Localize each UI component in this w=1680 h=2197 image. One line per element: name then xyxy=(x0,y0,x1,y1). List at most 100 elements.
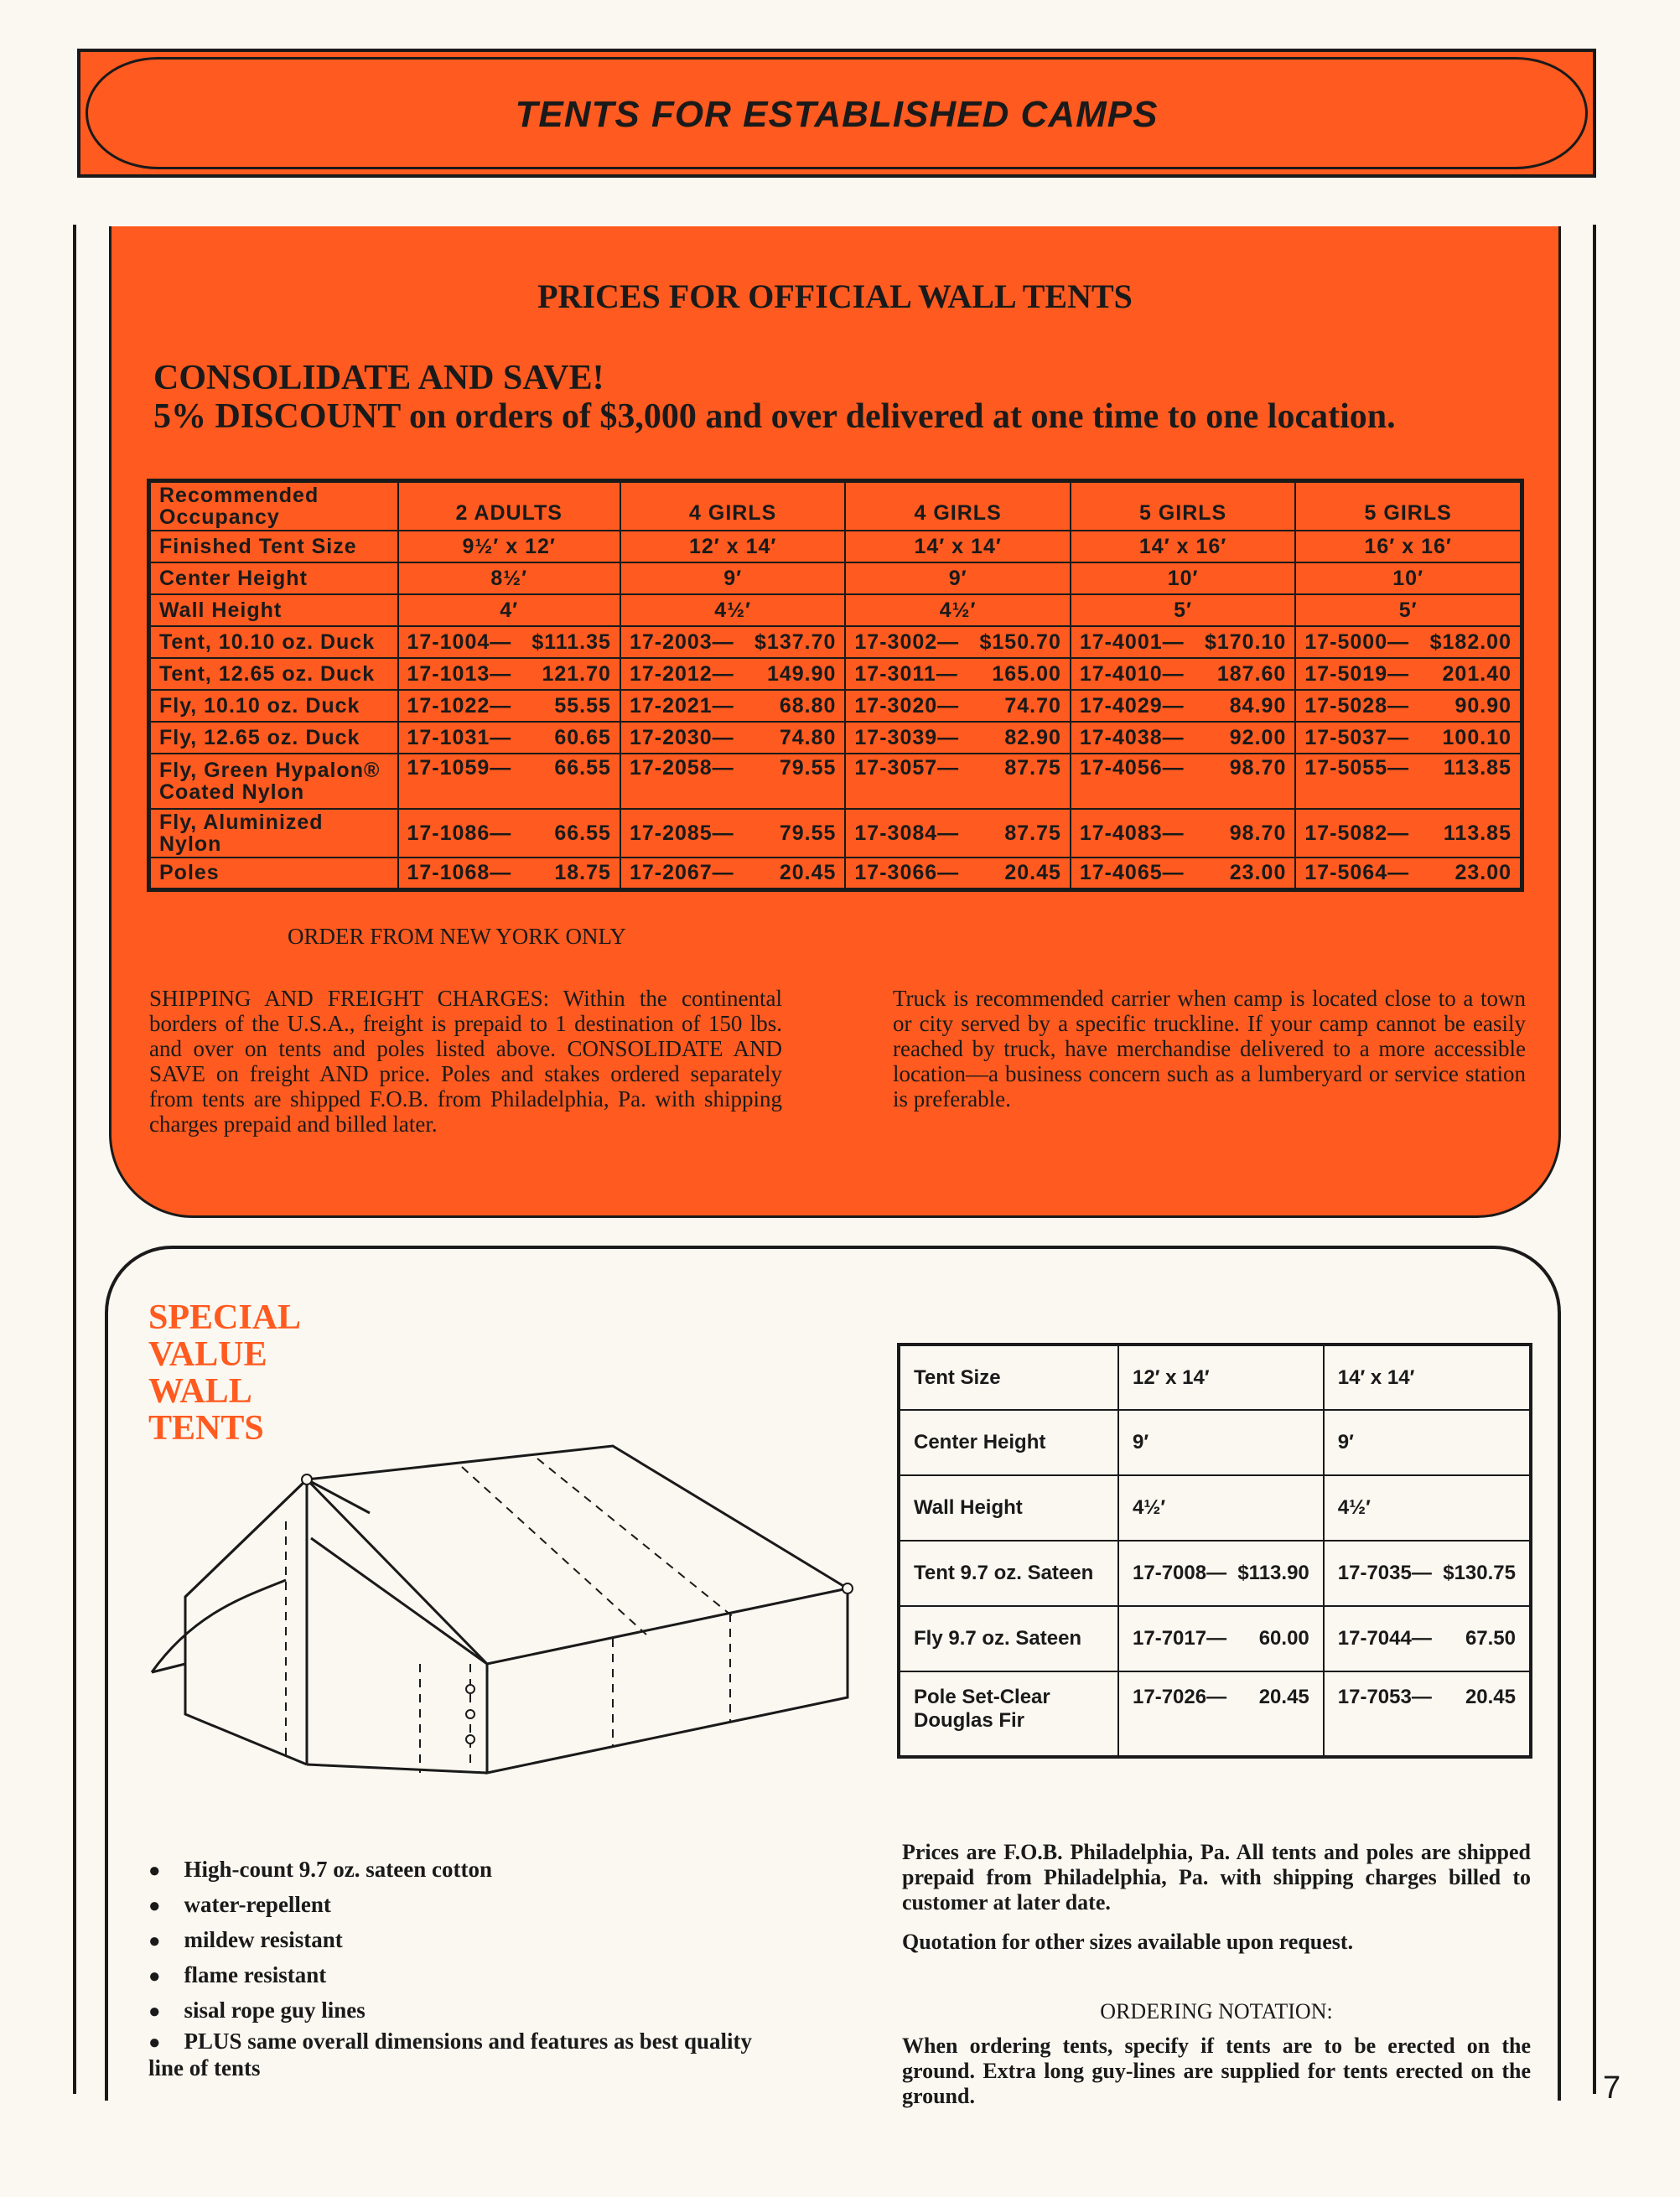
price-cell-content: 17-3039— 82.90 xyxy=(854,726,1060,750)
cell-value: 4½′ xyxy=(714,598,752,622)
table-cell: 17-4001— $170.10 xyxy=(1069,625,1297,659)
row-label: Poles xyxy=(159,861,220,885)
price-cell-content: 17-7044— 67.50 xyxy=(1338,1627,1516,1650)
title-banner: TENTS FOR ESTABLISHED CAMPS xyxy=(77,49,1596,178)
table-row: Tent Size 12′ x 14′ 14′ x 14′ xyxy=(898,1344,1532,1411)
row-label-cell: Wall Height xyxy=(148,593,399,627)
table-cell: 17-4010— 187.60 xyxy=(1069,657,1297,691)
item-number: 17-5019— xyxy=(1304,661,1410,686)
table-cell: 17-3002— $150.70 xyxy=(844,625,1071,659)
cell-value: 4′ xyxy=(500,598,519,622)
price-value: 18.75 xyxy=(554,860,611,884)
price-cell-content: 17-2012— 149.90 xyxy=(630,662,836,687)
table-cell: 14′ x 14′ xyxy=(1322,1344,1532,1411)
price-value: 113.85 xyxy=(1443,821,1511,845)
price-cell-content: 17-2067— 20.45 xyxy=(630,861,836,885)
cell-value: 9′ xyxy=(723,566,743,590)
price-value: 23.00 xyxy=(1229,860,1287,884)
item-number: 17-2058— xyxy=(629,756,734,780)
item-number: 17-5028— xyxy=(1304,693,1410,718)
table-cell: 17-3039— 82.90 xyxy=(844,721,1071,754)
price-cell-content: 17-2085— 79.55 xyxy=(630,821,836,846)
item-number: 17-3039— xyxy=(854,725,960,749)
price-cell-content: 17-5028— 90.90 xyxy=(1304,694,1511,718)
price-value: 20.45 xyxy=(1004,860,1061,884)
price-value: 165.00 xyxy=(992,661,1061,686)
price-cell-content: 17-4083— 98.70 xyxy=(1080,821,1286,846)
price-cell-content: 17-5064— 23.00 xyxy=(1304,861,1511,885)
item-number: 17-7053— xyxy=(1337,1686,1432,1708)
page-number: 7 xyxy=(1603,2070,1621,2106)
price-cell-content: 17-4065— 23.00 xyxy=(1080,861,1286,885)
table-row: Center Height 9′ 9′ xyxy=(898,1409,1532,1476)
table-cell: 17-1031— 60.65 xyxy=(397,721,621,754)
price-cell-content: 17-2030— 74.80 xyxy=(630,726,836,750)
price-cell-content: 17-1013— 121.70 xyxy=(407,662,611,687)
cell-value: 10′ xyxy=(1392,566,1424,590)
price-value: 84.90 xyxy=(1229,693,1287,718)
price-value: $113.90 xyxy=(1237,1562,1309,1584)
row-label: Tent 9.7 oz. Sateen xyxy=(914,1562,1094,1584)
price-value: 67.50 xyxy=(1465,1627,1516,1650)
feature-item: flame resistant xyxy=(148,1958,769,1993)
row-label: Fly, 12.65 oz. Duck xyxy=(159,726,360,749)
table-cell: 17-1013— 121.70 xyxy=(397,657,621,691)
price-cell-content: 17-1031— 60.65 xyxy=(407,726,611,750)
table-cell: 14′ x 14′ xyxy=(844,530,1071,563)
price-value: 68.80 xyxy=(779,693,837,718)
item-number: 17-3002— xyxy=(854,630,960,654)
item-number: 17-4056— xyxy=(1079,756,1185,780)
cell-value: 4½′ xyxy=(939,598,977,622)
price-cell-content: 17-2021— 68.80 xyxy=(630,694,836,718)
table-cell: 17-3057— 87.75 xyxy=(844,753,1071,810)
item-number: 17-4083— xyxy=(1079,821,1185,845)
table-cell: 17-7008— $113.90 xyxy=(1117,1540,1325,1607)
row-label: Fly, 10.10 oz. Duck xyxy=(159,694,360,718)
item-number: 17-5055— xyxy=(1304,756,1410,780)
table-row: Tent 9.7 oz. Sateen 17-7008— $113.90 17-703… xyxy=(898,1540,1532,1607)
row-label-cell: Wall Height xyxy=(898,1474,1119,1542)
table-cell: 17-2021— 68.80 xyxy=(619,689,847,723)
price-cell-content: 17-3084— 87.75 xyxy=(854,821,1060,846)
item-number: 17-7044— xyxy=(1337,1627,1432,1650)
row-label: Center Height xyxy=(159,567,308,590)
row-label-cell: Fly, Aluminized Nylon xyxy=(148,808,399,858)
wall-tent-illustration xyxy=(150,1444,853,1775)
table-cell: 5′ xyxy=(1294,593,1523,627)
table-row: Fly 9.7 oz. Sateen 17-7017— 60.00 17-7044— 6… xyxy=(898,1605,1532,1672)
table-cell: 17-7044— 67.50 xyxy=(1322,1605,1532,1672)
item-number: 17-1086— xyxy=(407,821,512,845)
special-title-line: WALL xyxy=(148,1372,252,1411)
item-number: 17-5064— xyxy=(1304,860,1410,884)
price-value: 87.75 xyxy=(1004,756,1061,780)
left-rule xyxy=(73,225,76,2094)
cell-value: 14′ x 14′ xyxy=(914,534,1002,558)
table-cell: 17-1004— $111.35 xyxy=(397,625,621,659)
item-number: 17-2012— xyxy=(629,661,734,686)
item-number: 17-3066— xyxy=(854,860,960,884)
table-row: Fly, 12.65 oz. Duck 17-1031— 60.65 17-2030—… xyxy=(148,721,1523,754)
price-cell-content: 17-7035— $130.75 xyxy=(1338,1562,1516,1585)
row-label-cell: Poles xyxy=(148,857,399,890)
price-value: $137.70 xyxy=(754,630,837,654)
price-value: 79.55 xyxy=(779,756,837,780)
table-header-row: Recommended Occupancy 2 ADULTS 4 GIRLS 4 GI… xyxy=(148,479,1523,531)
price-value: $130.75 xyxy=(1443,1562,1516,1584)
price-cell-content: 17-3011— 165.00 xyxy=(854,662,1060,687)
table-row: Center Height 8½′ 9′ 9′ 10′ 10′ xyxy=(148,562,1523,595)
price-value: 66.55 xyxy=(554,756,611,780)
table-cell: 16′ x 16′ xyxy=(1294,530,1523,563)
cell-value: 12′ x 14′ xyxy=(1133,1365,1210,1389)
table-cell: 17-1059— 66.55 xyxy=(397,753,621,810)
row-label: Fly 9.7 oz. Sateen xyxy=(914,1627,1082,1650)
truck-paragraph: Truck is recommended carrier when camp i… xyxy=(893,986,1526,1111)
table-cell: 10′ xyxy=(1294,562,1523,595)
ordering-text: When ordering tents, specify if tents ar… xyxy=(902,2034,1531,2108)
table-cell: 17-5037— 100.10 xyxy=(1294,721,1523,754)
price-value: 121.70 xyxy=(542,661,611,686)
item-number: 17-3020— xyxy=(854,693,960,718)
table-cell: 9′ xyxy=(1117,1409,1325,1476)
consolidate-heading: CONSOLIDATE AND SAVE! xyxy=(153,359,604,397)
table-cell: 17-1022— 55.55 xyxy=(397,689,621,723)
table-cell: 4½′ xyxy=(1117,1474,1325,1542)
